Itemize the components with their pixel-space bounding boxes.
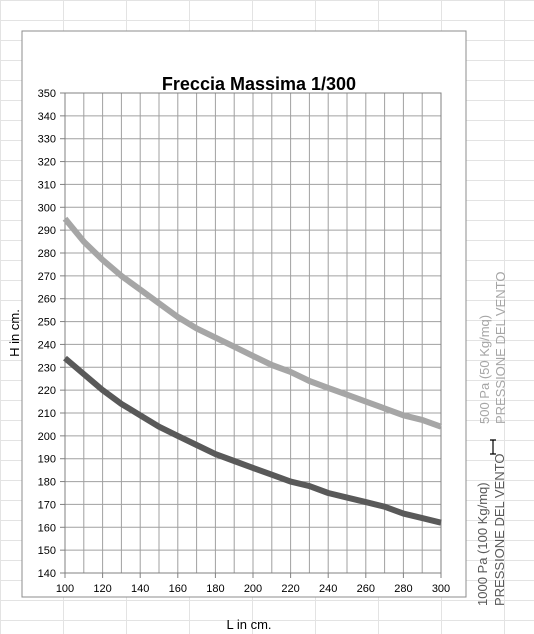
chart-area[interactable] [21, 30, 467, 598]
y-tick-label: 320 [38, 157, 56, 169]
x-tick-label: 280 [394, 583, 412, 595]
x-tick-label: 180 [206, 583, 224, 595]
text-cursor-icon [490, 439, 496, 455]
x-tick-label: 300 [432, 583, 450, 595]
x-tick-label: 220 [281, 583, 299, 595]
y-axis-label[interactable]: H in cm. [7, 309, 22, 357]
legend-series-2-line1[interactable]: 1000 Pa (100 Kg/mq) [475, 482, 490, 606]
y-tick-label: 340 [38, 111, 56, 123]
x-tick-label: 100 [56, 583, 74, 595]
y-tick-label: 180 [38, 477, 56, 489]
y-tick-label: 220 [38, 385, 56, 397]
x-tick-label: 240 [319, 583, 337, 595]
y-tick-label: 160 [38, 522, 56, 534]
y-tick-label: 150 [38, 545, 56, 557]
x-tick-label: 160 [169, 583, 187, 595]
y-tick-label: 170 [38, 499, 56, 511]
x-tick-label: 120 [93, 583, 111, 595]
y-tick-label: 140 [38, 568, 56, 580]
y-tick-label: 330 [38, 134, 56, 146]
y-tick-label: 290 [38, 225, 56, 237]
y-tick-label: 250 [38, 317, 56, 329]
legend-series-1-line1[interactable]: 500 Pa (50 Kg/mq) [477, 314, 492, 424]
y-tick-label: 210 [38, 408, 56, 420]
plot-grid [64, 92, 442, 574]
legend-series-1-line2[interactable]: PRESSIONE DEL VENTO [493, 271, 508, 424]
x-tick-label: 140 [131, 583, 149, 595]
y-tick-label: 300 [38, 202, 56, 214]
y-tick-label: 190 [38, 454, 56, 466]
y-tick-label: 310 [38, 179, 56, 191]
legend-series-2-line2[interactable]: PRESSIONE DEL VENTO [492, 453, 507, 606]
y-tick-label: 350 [38, 88, 56, 100]
y-tick-label: 270 [38, 271, 56, 283]
chart-title[interactable]: Freccia Massima 1/300 [162, 74, 356, 94]
y-tick-label: 230 [38, 362, 56, 374]
series-layer [62, 216, 443, 526]
series-1-line[interactable] [62, 216, 443, 430]
y-axis-ticks: 140 150 160 170 180 190 200 210 220 230 240 250 260 2… [38, 88, 65, 580]
y-tick-label: 200 [38, 431, 56, 443]
x-axis-label[interactable]: L in cm. [226, 617, 271, 632]
x-tick-label: 260 [357, 583, 375, 595]
x-tick-label: 200 [244, 583, 262, 595]
y-tick-label: 280 [38, 248, 56, 260]
x-axis-ticks: 100 120 140 160 180 200 220 240 260 280 300 [56, 573, 450, 595]
y-tick-label: 260 [38, 294, 56, 306]
y-tick-label: 240 [38, 339, 56, 351]
series-2-line[interactable] [63, 355, 442, 526]
